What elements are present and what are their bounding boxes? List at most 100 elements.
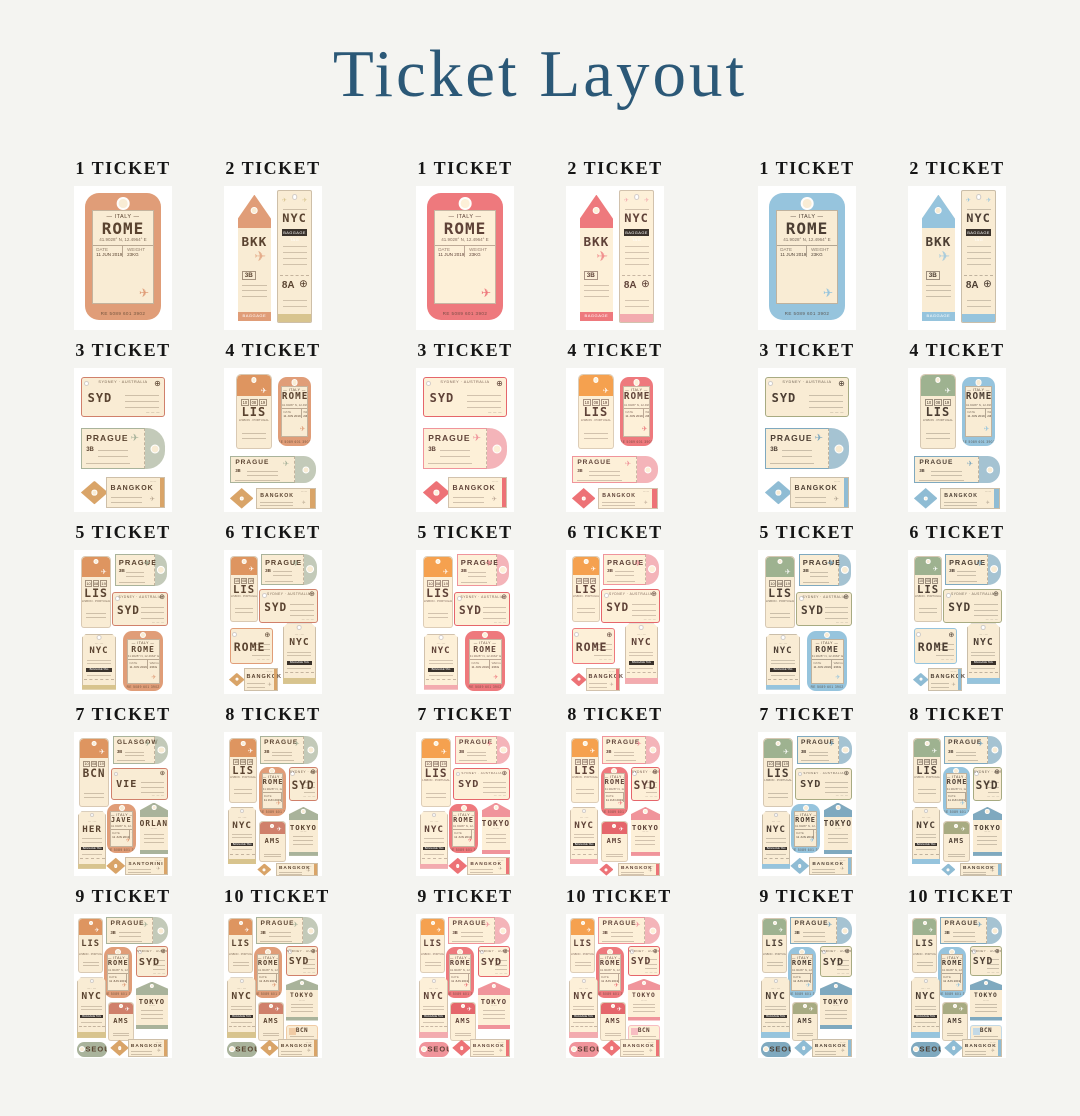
card-count-label: 6 TICKET <box>225 522 321 542</box>
globe-icon: ⊕ <box>994 768 1000 776</box>
plane-icon: ✈ <box>840 1048 845 1055</box>
plane-icon: ✈ <box>634 557 642 568</box>
tag-rome: — ITALY — ROME 41.9028° N, 12.4964° E DA… <box>596 947 624 998</box>
layout-cell: 6 TICKET ✈ 10 08 19 LIS LISBON · PORTUGAL … <box>224 521 322 694</box>
tag-rome: — ITALY — ROME 41.9028° N, 12.4964° E DA… <box>788 947 816 998</box>
tag-prague: PRAGUE 3B ✈ <box>106 916 169 945</box>
punch-hole <box>239 496 244 501</box>
layout-card: ✈ 10 08 19 LIS LISBON · PORTUGAL — ITALY —… <box>224 368 322 512</box>
punch-hole <box>835 805 841 810</box>
globe-icon: ⊕ <box>844 947 850 955</box>
tag-ams: ✈ AMS <box>108 1001 134 1041</box>
plane-icon: ✈ <box>275 800 281 807</box>
punch-hole <box>150 444 160 454</box>
tag-lis: ✈ 10 08 19 LIS LISBON · PORTUGAL <box>229 555 259 622</box>
tag-prague: PRAGUE 3B ✈ <box>799 554 852 586</box>
punch-hole <box>251 377 257 383</box>
punch-hole <box>269 1004 274 1009</box>
card-count-label: 9 TICKET <box>759 886 855 906</box>
tag-ams: ✈ AMS <box>792 1001 818 1041</box>
tag-prague: PRAGUE 3B ✈ <box>945 554 1002 585</box>
plane-icon: ✈ <box>276 826 282 833</box>
tag-tokyo: TOKYO — — <box>969 978 1003 1021</box>
layout-cell: 10 TICKET ✈ LIS LISBON · PORTUGAL PRAGUE… <box>908 885 1012 1058</box>
plane-icon: ✈ <box>292 919 299 929</box>
punch-hole <box>840 566 849 575</box>
ticket-layout-page: { "page": { "title": "Ticket Layout", "b… <box>0 36 1080 1116</box>
plane-icon: ✈ <box>976 919 983 929</box>
punch-hole <box>461 1004 466 1009</box>
layout-cell: 8 TICKET ✈ 10 08 19 LIS LISBON · PORTUGAL … <box>566 703 664 876</box>
plane-icon: ✈ <box>648 1048 653 1055</box>
globe-icon: ⊕ <box>606 630 613 640</box>
card-count-label: 8 TICKET <box>909 704 1005 724</box>
card-count-label: 9 TICKET <box>75 886 171 906</box>
tag-prague: PRAGUE 3B ✈ <box>260 736 319 764</box>
punch-hole <box>114 596 120 601</box>
plane-icon: ✈ <box>247 748 254 756</box>
punch-hole <box>935 377 941 383</box>
punch-hole <box>641 980 646 985</box>
punch-hole <box>797 771 803 777</box>
layout-card: ✈ 10 08 19 LIS LISBON · PORTUGAL PRAGUE 3B… <box>416 550 514 694</box>
tag-syd: SYDNEY · AUSTRALIA SYD ⊕ — — — <box>422 376 508 417</box>
punch-hole <box>777 559 783 565</box>
layout-cell: 7 TICKET ✈ 10 08 19 LIS LISBON · PORTUGAL … <box>416 703 514 876</box>
card-count-label: 10 TICKET <box>566 886 672 906</box>
tag-lis: ✈ 10 08 19 LIS LISBON · PORTUGAL <box>577 373 614 449</box>
plane-icon: ✈ <box>151 674 157 681</box>
tag-prague: PRAGUE 3B ✈ <box>115 554 168 586</box>
punch-hole <box>113 771 119 777</box>
tag-bangkok: — — BANGKOK ✈ <box>571 487 659 510</box>
layout-cell: 4 TICKET ✈ 10 08 19 LIS LISBON · PORTUGAL … <box>566 339 664 512</box>
plane-icon: ✈ <box>602 385 609 395</box>
punch-hole <box>612 823 617 828</box>
punch-hole <box>798 596 804 601</box>
punch-hole <box>493 805 499 810</box>
tag-rome: — ITALY — ROME 41.9028° N, 12.4964° E DA… <box>254 947 282 998</box>
tag-seoul: SEOUL <box>418 1042 450 1057</box>
globe-icon: ⊕ <box>843 770 849 778</box>
tag-bangkok: — — BANGKOK ✈ <box>260 1039 319 1057</box>
layout-cell: 7 TICKET ✈ 10 08 19 BCN GLASGOW 3B ✈ VIE <box>74 703 172 876</box>
tag-syd: SYDNEY · AUSTRALIA SYD ⊕ — — — <box>819 945 853 978</box>
punch-hole <box>455 864 460 868</box>
punch-hole <box>983 980 988 985</box>
globe-icon: ⊕ <box>502 947 508 955</box>
layout-cell: 9 TICKET ✈ LIS LISBON · PORTUGAL PRAGUE … <box>74 885 172 1058</box>
layout-card: ✈ LIS LISBON · PORTUGAL PRAGUE 3B ✈ — IT… <box>566 914 664 1058</box>
tag-bangkok: — — BANGKOK ✈ <box>228 668 281 692</box>
plane-icon: ✈ <box>966 458 974 468</box>
tag-syd: SYDNEY · AUSTRALIA SYD ⊕ — — — <box>454 591 511 627</box>
punch-hole <box>583 559 589 564</box>
tag-lis: ✈ LIS LISBON · PORTUGAL <box>761 918 788 974</box>
layout-card: ✈ LIS LISBON · PORTUGAL PRAGUE 3B ✈ — IT… <box>908 914 1006 1058</box>
tag-tokyo: TOKYO — — <box>481 802 511 855</box>
plane-icon: ✈ <box>977 739 984 749</box>
punch-hole <box>581 979 586 984</box>
layout-card: ✈ 10 08 19 LIS LISBON · PORTUGAL PRAGUE 3B… <box>908 550 1006 694</box>
plane-icon: ✈ <box>960 826 966 833</box>
tag-lis: ✈ 10 08 19 LIS LISBON · PORTUGAL <box>228 737 258 803</box>
tag-lis: ✈ 10 08 19 LIS LISBON · PORTUGAL <box>420 737 452 807</box>
layout-card: SYDNEY · AUSTRALIA SYD ⊕ — — — PRAGUE 3B… <box>416 368 514 512</box>
plane-icon: ✈ <box>990 1048 995 1055</box>
tag-rome: — ITALY — ROME 41.9028° N, 12.4964° E DA… <box>938 947 966 998</box>
globe-icon: ⊕ <box>501 770 507 778</box>
plane-icon: ✈ <box>586 927 592 934</box>
punch-hole <box>577 678 581 682</box>
plane-icon: ✈ <box>643 500 648 507</box>
punch-hole <box>301 809 306 814</box>
plane-icon: ✈ <box>951 681 956 688</box>
punch-hole <box>953 1004 958 1009</box>
card-count-label: 6 TICKET <box>567 522 663 542</box>
tag-lis: ✈ LIS LISBON · PORTUGAL <box>227 918 254 974</box>
punch-hole <box>991 746 999 754</box>
punch-hole <box>649 746 657 754</box>
punch-hole <box>270 823 275 828</box>
card-count-label: 5 TICKET <box>759 522 855 542</box>
tag-bangkok: — — BANGKOK ✈ <box>422 477 508 508</box>
theme-group-blue: 3 TICKET SYDNEY · AUSTRALIA SYD ⊕ — — — … <box>758 339 1006 512</box>
tag-tokyo: TOKYO — — <box>477 981 511 1030</box>
punch-hole <box>458 196 472 210</box>
